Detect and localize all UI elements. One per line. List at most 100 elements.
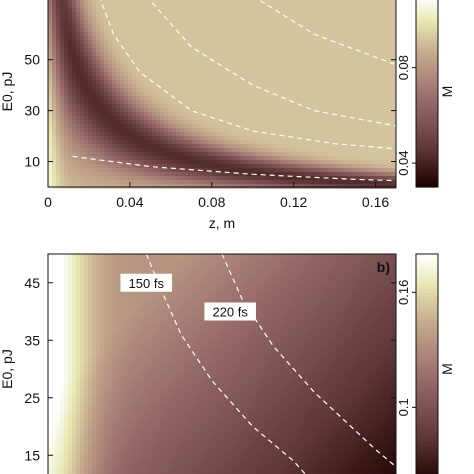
heatmap-cell — [64, 172, 69, 177]
heatmap-cell — [80, 28, 85, 33]
heatmap-cell — [168, 172, 173, 177]
heatmap-cell — [48, 254, 53, 259]
heatmap-cell — [96, 56, 101, 61]
heatmap-cell — [340, 12, 345, 17]
heatmap-cell — [208, 128, 213, 133]
heatmap-cell — [368, 96, 373, 101]
heatmap-cell — [128, 172, 133, 177]
heatmap-cell — [144, 140, 149, 145]
heatmap-cell — [224, 44, 229, 49]
heatmap-cell — [196, 164, 201, 169]
heatmap-cell — [136, 16, 141, 21]
heatmap-cell — [48, 386, 53, 391]
heatmap-cell — [168, 136, 173, 141]
heatmap-cell — [288, 52, 293, 57]
heatmap-cell — [212, 120, 217, 125]
heatmap-cell — [296, 132, 301, 137]
heatmap-cell — [212, 60, 217, 65]
heatmap-cell — [120, 160, 125, 165]
heatmap-cell — [220, 148, 225, 153]
heatmap-cell — [72, 160, 77, 165]
heatmap-cell — [244, 144, 249, 149]
heatmap-cell — [276, 144, 281, 149]
heatmap-cell — [320, 16, 325, 21]
heatmap-cell — [340, 76, 345, 81]
heatmap-cell — [364, 44, 369, 49]
heatmap-cell — [300, 116, 305, 121]
heatmap-cell — [256, 176, 261, 181]
heatmap-cell — [60, 120, 65, 125]
heatmap-cell — [272, 40, 277, 45]
heatmap-cell — [328, 48, 333, 53]
heatmap-cell — [60, 80, 65, 85]
heatmap-cell — [376, 60, 381, 65]
heatmap-cell — [92, 286, 97, 291]
heatmap-cell — [156, 40, 161, 45]
heatmap-cell — [56, 390, 61, 395]
heatmap-cell — [76, 160, 81, 165]
heatmap-cell — [356, 88, 361, 93]
heatmap-cell — [120, 148, 125, 153]
heatmap-cell — [160, 152, 165, 157]
heatmap-cell — [236, 104, 241, 109]
heatmap-cell — [52, 446, 57, 451]
heatmap-cell — [160, 148, 165, 153]
heatmap-cell — [228, 72, 233, 77]
heatmap-cell — [84, 390, 89, 395]
heatmap-cell — [80, 418, 85, 423]
heatmap-cell — [48, 334, 53, 339]
heatmap-cell — [176, 16, 181, 21]
heatmap-cell — [68, 104, 73, 109]
heatmap-cell — [260, 8, 265, 13]
heatmap-cell — [72, 156, 77, 161]
heatmap-cell — [160, 72, 165, 77]
heatmap-cell — [192, 64, 197, 69]
heatmap-cell — [212, 48, 217, 53]
heatmap-cell — [112, 40, 117, 45]
heatmap-cell — [256, 32, 261, 37]
heatmap-cell — [200, 120, 205, 125]
heatmap-cell — [60, 76, 65, 81]
heatmap-cell — [52, 176, 57, 181]
heatmap-cell — [308, 88, 313, 93]
heatmap-cell — [140, 168, 145, 173]
heatmap-cell — [312, 28, 317, 33]
heatmap-cell — [68, 152, 73, 157]
heatmap-cell — [356, 12, 361, 17]
heatmap-cell — [48, 270, 53, 275]
heatmap-cell — [136, 116, 141, 121]
heatmap-cell — [312, 184, 317, 189]
heatmap-cell — [140, 52, 145, 57]
heatmap-cell — [160, 48, 165, 53]
heatmap-cell — [360, 160, 365, 165]
heatmap-cell — [176, 40, 181, 45]
heatmap-cell — [220, 172, 225, 177]
heatmap-cell — [204, 40, 209, 45]
heatmap-cell — [200, 0, 205, 5]
heatmap-cell — [92, 52, 97, 57]
heatmap-cell — [352, 172, 357, 177]
heatmap-cell — [264, 148, 269, 153]
heatmap-cell — [72, 322, 77, 327]
heatmap-cell — [52, 382, 57, 387]
heatmap-cell — [52, 338, 57, 343]
heatmap-cell — [256, 156, 261, 161]
heatmap-cell — [164, 44, 169, 49]
heatmap-cell — [212, 180, 217, 185]
heatmap-cell — [88, 92, 93, 97]
heatmap-cell — [48, 466, 53, 471]
heatmap-cell — [64, 20, 69, 25]
heatmap-cell — [320, 8, 325, 13]
heatmap-cell — [104, 144, 109, 149]
heatmap-cell — [344, 20, 349, 25]
colorbar-segment — [416, 94, 438, 99]
heatmap-cell — [112, 64, 117, 69]
heatmap-cell — [252, 16, 257, 21]
heatmap-cell — [52, 160, 57, 165]
heatmap-cell — [356, 168, 361, 173]
heatmap-cell — [92, 180, 97, 185]
heatmap-cell — [68, 164, 73, 169]
heatmap-cell — [84, 80, 89, 85]
heatmap-cell — [176, 152, 181, 157]
heatmap-cell — [276, 176, 281, 181]
